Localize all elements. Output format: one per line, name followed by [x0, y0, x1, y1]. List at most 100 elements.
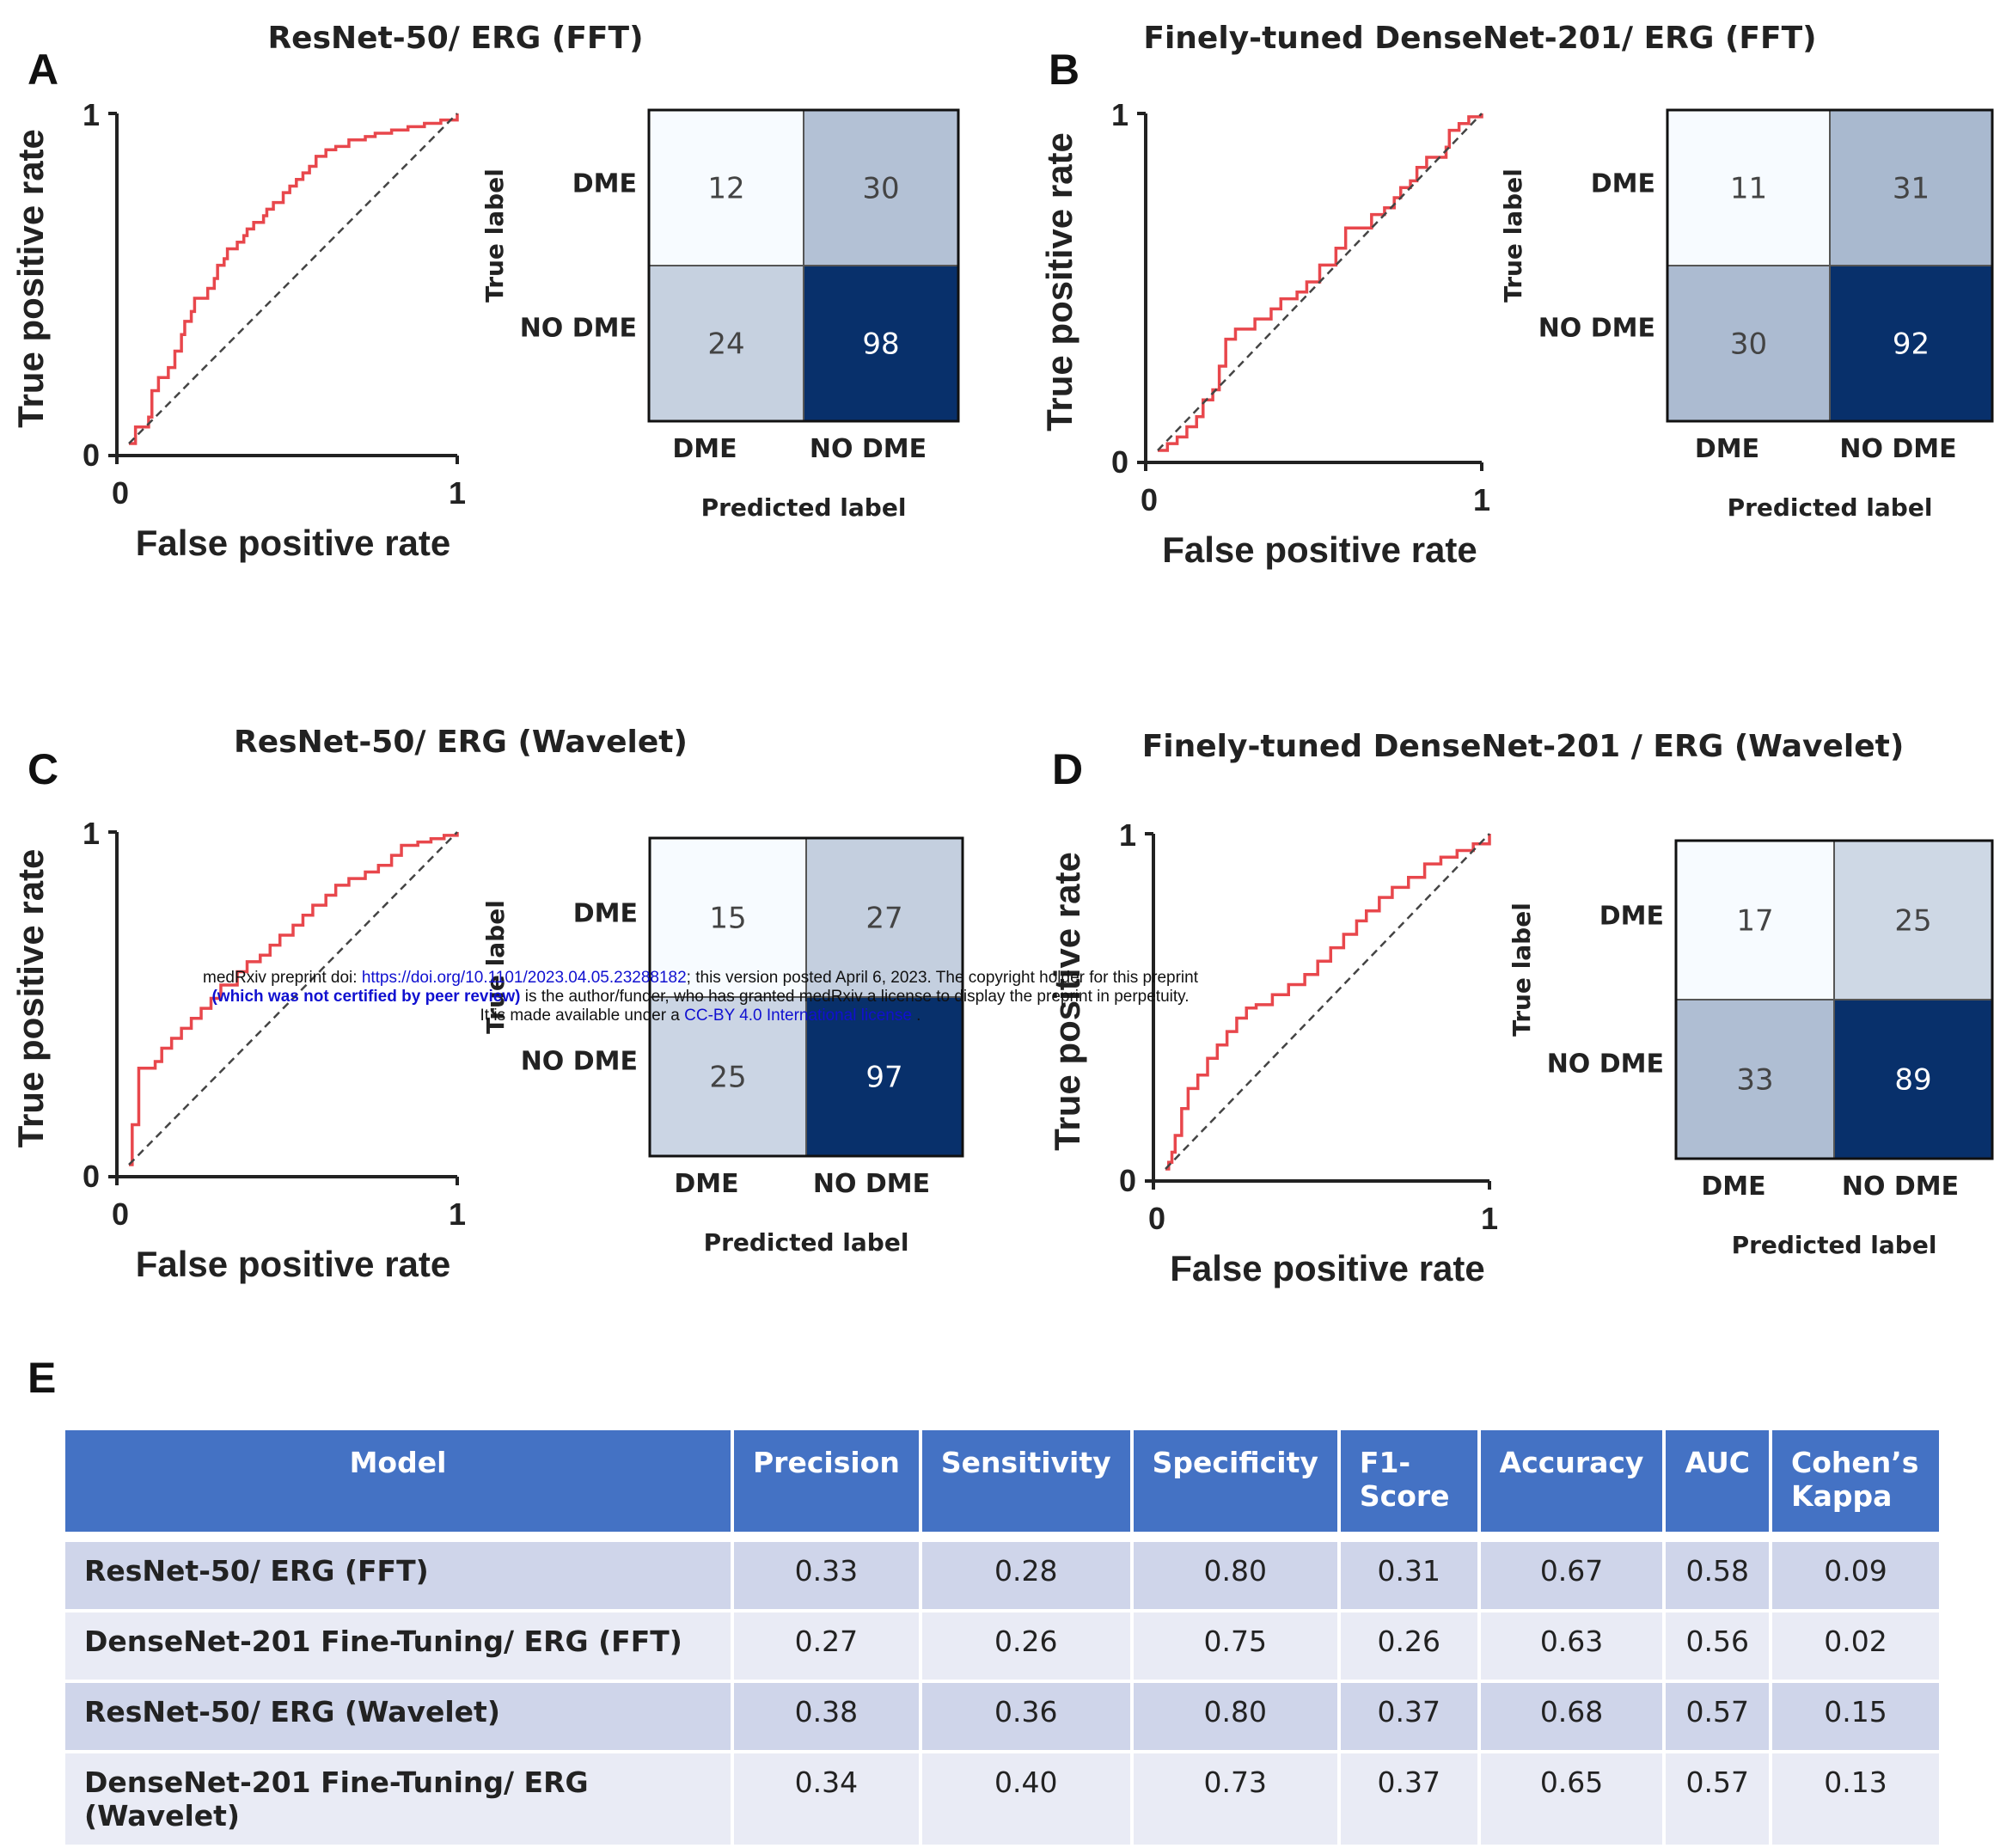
table-header-cell: F1-Score — [1340, 1430, 1477, 1532]
panel-d-cm-value: 17 — [1736, 904, 1773, 939]
table-value-cell: 0.65 — [1480, 1753, 1663, 1845]
panel-b-cm-cell — [1829, 265, 1993, 422]
panel-a-cm-value: 12 — [707, 172, 744, 206]
panel-b-title: Finely-tuned DenseNet-201/ ERG (FFT) — [1143, 21, 1816, 56]
panel-c-roc-curve — [129, 832, 459, 1166]
panel-c-cm-value: 25 — [709, 1061, 746, 1095]
panel-a-cm-col-label: NO DME — [810, 434, 927, 464]
panel-d-y-tick-label-0: 0 — [1119, 1163, 1136, 1198]
panel-d-x-tick-label-0: 0 — [1148, 1201, 1165, 1236]
panel-d-cm-cell — [1833, 840, 1993, 1000]
panel-a-cm-cell — [648, 109, 804, 266]
panel-a-chance-line — [128, 113, 458, 444]
panel-c-y-tick-label-1: 1 — [83, 816, 100, 851]
panel-b-x-tick-label-0: 0 — [1141, 482, 1158, 517]
panel-a-cm-col-label: DME — [672, 434, 737, 464]
table-value-cell: 0.40 — [921, 1753, 1130, 1845]
watermark-text-2a: (which was not certified by peer review) — [211, 988, 521, 1006]
panel-b-cm-cell — [1829, 109, 1993, 266]
table-header-cell: Model — [65, 1430, 731, 1532]
panel-a-x-tick-label-1: 1 — [449, 475, 466, 511]
table-value-cell: 0.02 — [1772, 1612, 1939, 1680]
panel-c-y-axis-label: True positive rate — [10, 849, 51, 1148]
watermark-text-1b: ; this version posted April 6, 2023. The… — [686, 969, 1198, 987]
metrics-table: Model Precision Sensitivity Specificity F1-S… — [62, 1427, 1942, 1848]
table-value-cell: 0.37 — [1340, 1683, 1477, 1750]
panel-c-cm-row-label: NO DME — [521, 1047, 638, 1077]
table-value-cell: 0.67 — [1480, 1542, 1663, 1609]
panel-d-roc-curve — [1165, 834, 1491, 1171]
panel-d-x-tick-label-1: 1 — [1481, 1201, 1498, 1236]
panel-a-cm-cell — [803, 265, 959, 422]
table-value-cell: 0.37 — [1340, 1753, 1477, 1845]
table-value-cell: 0.15 — [1772, 1683, 1939, 1750]
panel-b-cm-x-label: Predicted label — [1728, 493, 1933, 522]
doi-link[interactable]: https://doi.org/10.1101/2023.04.05.23288… — [361, 969, 687, 987]
panel-b-cm-value: 31 — [1893, 172, 1930, 206]
panel-c-cm-value: 97 — [865, 1061, 902, 1095]
watermark-text-3a: It is made available under a — [480, 1007, 685, 1025]
panel-a-x-axis-label: False positive rate — [136, 523, 451, 563]
table-value-cell: 0.56 — [1666, 1612, 1769, 1680]
panel-b-roc-curve — [1158, 113, 1483, 452]
table-spacer-row — [65, 1535, 1939, 1539]
panel-d-cm-frame — [1674, 839, 1994, 1160]
panel-c-x-tick-label-0: 0 — [112, 1196, 129, 1232]
panel-c-cm-x-label: Predicted label — [704, 1228, 909, 1257]
table-value-cell: 0.57 — [1666, 1753, 1769, 1845]
panel-b-cm-value: 30 — [1730, 327, 1767, 362]
panel-b-cm-value: 11 — [1730, 172, 1767, 206]
panel-a-cm-y-label: True label — [480, 168, 509, 303]
panel-a-cm-x-label: Predicted label — [701, 493, 907, 522]
panel-d-cm-row-label: DME — [1599, 902, 1664, 932]
panel-b-cm-row-label: DME — [1591, 169, 1655, 199]
panel-c-cm-col-label: NO DME — [813, 1169, 930, 1199]
panel-a-cm-value: 30 — [862, 172, 899, 206]
table-value-cell: 0.09 — [1772, 1542, 1939, 1609]
table-value-cell: 0.34 — [734, 1753, 919, 1845]
panel-b-cm-frame — [1666, 108, 1994, 423]
panel-d-cm-value: 33 — [1736, 1063, 1773, 1098]
license-link[interactable]: CC-BY 4.0 International license — [684, 1007, 912, 1025]
panel-d-cm-x-label: Predicted label — [1732, 1231, 1937, 1259]
table-header-cell: Specificity — [1133, 1430, 1337, 1532]
table-header-cell: Accuracy — [1480, 1430, 1663, 1532]
panel-a-cm-row-label: DME — [572, 169, 637, 199]
panel-c-cm-cell — [649, 996, 807, 1157]
watermark-text-2b: is the author/funder, who has granted me… — [520, 988, 1190, 1006]
panel-d-cm-row-label: NO DME — [1547, 1049, 1664, 1080]
panel-d-cm-cell — [1833, 999, 1993, 1160]
panel-a-y-tick-label-0: 0 — [83, 438, 100, 473]
table-value-cell: 0.58 — [1666, 1542, 1769, 1609]
table-value-cell: 0.68 — [1480, 1683, 1663, 1750]
panel-c-title: ResNet-50/ ERG (Wavelet) — [234, 725, 688, 760]
panel-c-letter: C — [28, 745, 58, 793]
panel-b-x-tick-label-1: 1 — [1473, 482, 1490, 517]
panel-c-x-axis-label: False positive rate — [136, 1244, 451, 1284]
table-row: ResNet-50/ ERG (FFT) 0.33 0.28 0.80 0.31 0.67… — [65, 1542, 1939, 1609]
panel-c-chance-line — [128, 831, 458, 1166]
table-model-cell: DenseNet-201 Fine-Tuning/ ERG (Wavelet) — [65, 1753, 731, 1845]
table-value-cell: 0.75 — [1133, 1612, 1337, 1680]
table-model-cell: ResNet-50/ ERG (Wavelet) — [65, 1683, 731, 1750]
table-value-cell: 0.33 — [734, 1542, 919, 1609]
panel-b-cm-value: 92 — [1893, 327, 1930, 362]
panel-a-title: ResNet-50/ ERG (FFT) — [267, 21, 643, 56]
panel-a-cm-cell — [648, 265, 804, 422]
watermark-text-3b: . — [911, 1007, 921, 1025]
panel-c-x-tick-label-1: 1 — [449, 1196, 466, 1232]
panel-d-cm-cell — [1675, 999, 1835, 1160]
panel-d-letter: D — [1052, 745, 1083, 793]
panel-a-cm-frame — [647, 108, 960, 423]
table-header-cell: Sensitivity — [921, 1430, 1130, 1532]
table-value-cell: 0.38 — [734, 1683, 919, 1750]
table-spacer-cell — [65, 1535, 1939, 1539]
table-row: DenseNet-201 Fine-Tuning/ ERG (FFT) 0.27 0… — [65, 1612, 1939, 1680]
preprint-watermark: medRxiv preprint doi: https://doi.org/10… — [0, 969, 1401, 1025]
panel-c-cm-value: 27 — [865, 902, 902, 936]
panel-b-cm-row-label: NO DME — [1538, 314, 1655, 344]
watermark-line-1: medRxiv preprint doi: https://doi.org/10… — [0, 969, 1401, 988]
table-value-cell: 0.31 — [1340, 1542, 1477, 1609]
panel-a-cm-value: 24 — [707, 327, 744, 362]
table-value-cell: 0.28 — [921, 1542, 1130, 1609]
